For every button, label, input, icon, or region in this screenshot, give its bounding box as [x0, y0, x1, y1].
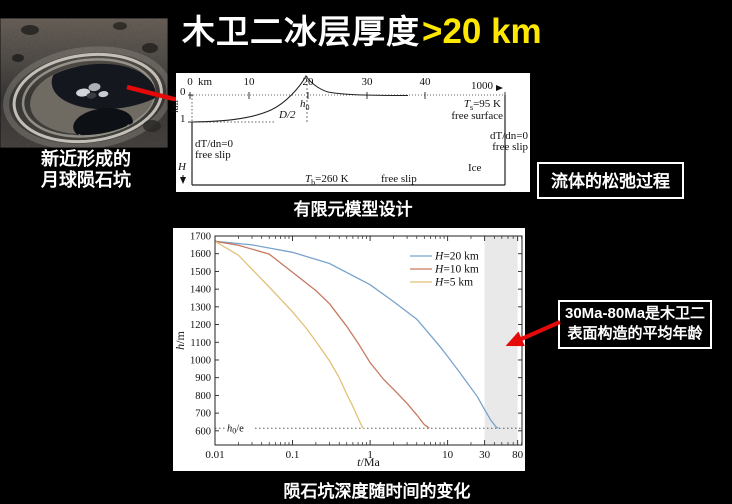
xtick-10: 10 — [243, 76, 255, 88]
ytick-0: 0 — [180, 86, 186, 98]
legend-label-3: H=5 km — [434, 277, 473, 289]
xtick-40: 40 — [419, 76, 431, 88]
title-main: 木卫二冰层厚度 — [182, 13, 420, 50]
moon-crater-image — [0, 18, 168, 148]
fluid-relaxation-box: 流体的松弛过程 — [537, 162, 684, 199]
fem-caption: 有限元模型设计 — [293, 200, 413, 219]
svg-text:80: 80 — [512, 449, 524, 461]
legend-label-1: H=20 km — [434, 251, 479, 263]
age-box-line1: 30Ma-80Ma是木卫二 — [565, 305, 706, 322]
relaxation-chart-panel: 600 700 800 900 1000 1100 1200 1300 1400 1500 1600… — [173, 228, 525, 471]
age-annotation-box: 30Ma-80Ma是木卫二 表面构造的平均年龄 — [558, 300, 713, 349]
svg-text:1100: 1100 — [190, 338, 211, 349]
page-title: 木卫二冰层厚度 >20 km — [182, 5, 542, 53]
moon-caption: 新近形成的 月球陨石坑 — [0, 149, 172, 191]
moon-caption-line1: 新近形成的 — [41, 149, 131, 169]
arrow-agebox-to-band — [505, 320, 561, 347]
svg-text:1700: 1700 — [190, 232, 211, 243]
svg-text:1500: 1500 — [190, 267, 211, 278]
svg-text:1200: 1200 — [190, 320, 211, 331]
moon-caption-line2: 月球陨石坑 — [41, 170, 131, 190]
rim-height-label: h0 — [300, 98, 310, 113]
svg-text:1: 1 — [367, 449, 373, 461]
chart-caption: 陨石坑深度随时间的变化 — [283, 482, 471, 501]
svg-text:10: 10 — [442, 449, 454, 461]
xtick-20: 20 — [302, 76, 314, 88]
svg-text:1600: 1600 — [190, 249, 211, 260]
svg-text:0.01: 0.01 — [205, 449, 224, 461]
xtick-1000: 1000 — [471, 80, 493, 92]
right-gradient-bc: dT/dn=0 — [490, 130, 528, 142]
legend-label-2: H=10 km — [434, 264, 479, 276]
free-surface-label: free surface — [451, 110, 503, 122]
xtick-30: 30 — [361, 76, 373, 88]
h0e-label: h0/e — [227, 424, 244, 436]
y-axis-label: h/m — [173, 331, 187, 350]
title-accent: >20 km — [422, 12, 542, 51]
left-gradient-bc: dT/dn=0 — [195, 138, 233, 150]
ice-label: Ice — [468, 162, 482, 174]
xtick-0: 0 — [187, 76, 193, 88]
svg-text:1300: 1300 — [190, 302, 211, 313]
svg-text:900: 900 — [195, 373, 211, 384]
svg-text:0.1: 0.1 — [286, 449, 300, 461]
x-axis-unit: km — [198, 76, 213, 88]
half-diameter-label: D/2 — [279, 109, 296, 121]
background-craterlets — [12, 22, 161, 132]
relaxation-chart: 600 700 800 900 1000 1100 1200 1300 1400 1500 1600… — [173, 232, 524, 470]
large-crater — [3, 46, 168, 148]
age-box-line2: 表面构造的平均年龄 — [567, 325, 703, 342]
curve-1 — [214, 240, 499, 429]
x-axis-label: t/Ma — [357, 455, 380, 469]
svg-text:30: 30 — [479, 449, 491, 461]
bottom-temp-label: Tb=260 K — [305, 173, 349, 188]
svg-text:700: 700 — [195, 409, 211, 420]
fem-model-diagram: 0 km 10 20 30 40 1000 0 1 km h0 D/2 Ts=9… — [170, 73, 530, 192]
fem-diagram-lines — [180, 74, 506, 186]
surface-temp-label: Ts=95 K — [463, 98, 501, 113]
left-freeslip-bc: free slip — [195, 149, 231, 161]
svg-text:600: 600 — [195, 426, 211, 437]
bottom-freeslip-bc: free slip — [381, 173, 417, 185]
ytick-1: 1 — [180, 113, 186, 125]
curve-3 — [214, 240, 365, 429]
right-freeslip-bc: free slip — [492, 141, 528, 153]
svg-text:1400: 1400 — [190, 285, 211, 296]
svg-text:1000: 1000 — [190, 355, 211, 366]
thickness-label: H — [178, 161, 186, 173]
y-axis-unit: km — [169, 100, 181, 113]
crater-profile-curve — [191, 74, 409, 123]
central-peaks — [76, 83, 109, 99]
curve-2 — [214, 240, 430, 429]
svg-text:800: 800 — [195, 391, 211, 402]
